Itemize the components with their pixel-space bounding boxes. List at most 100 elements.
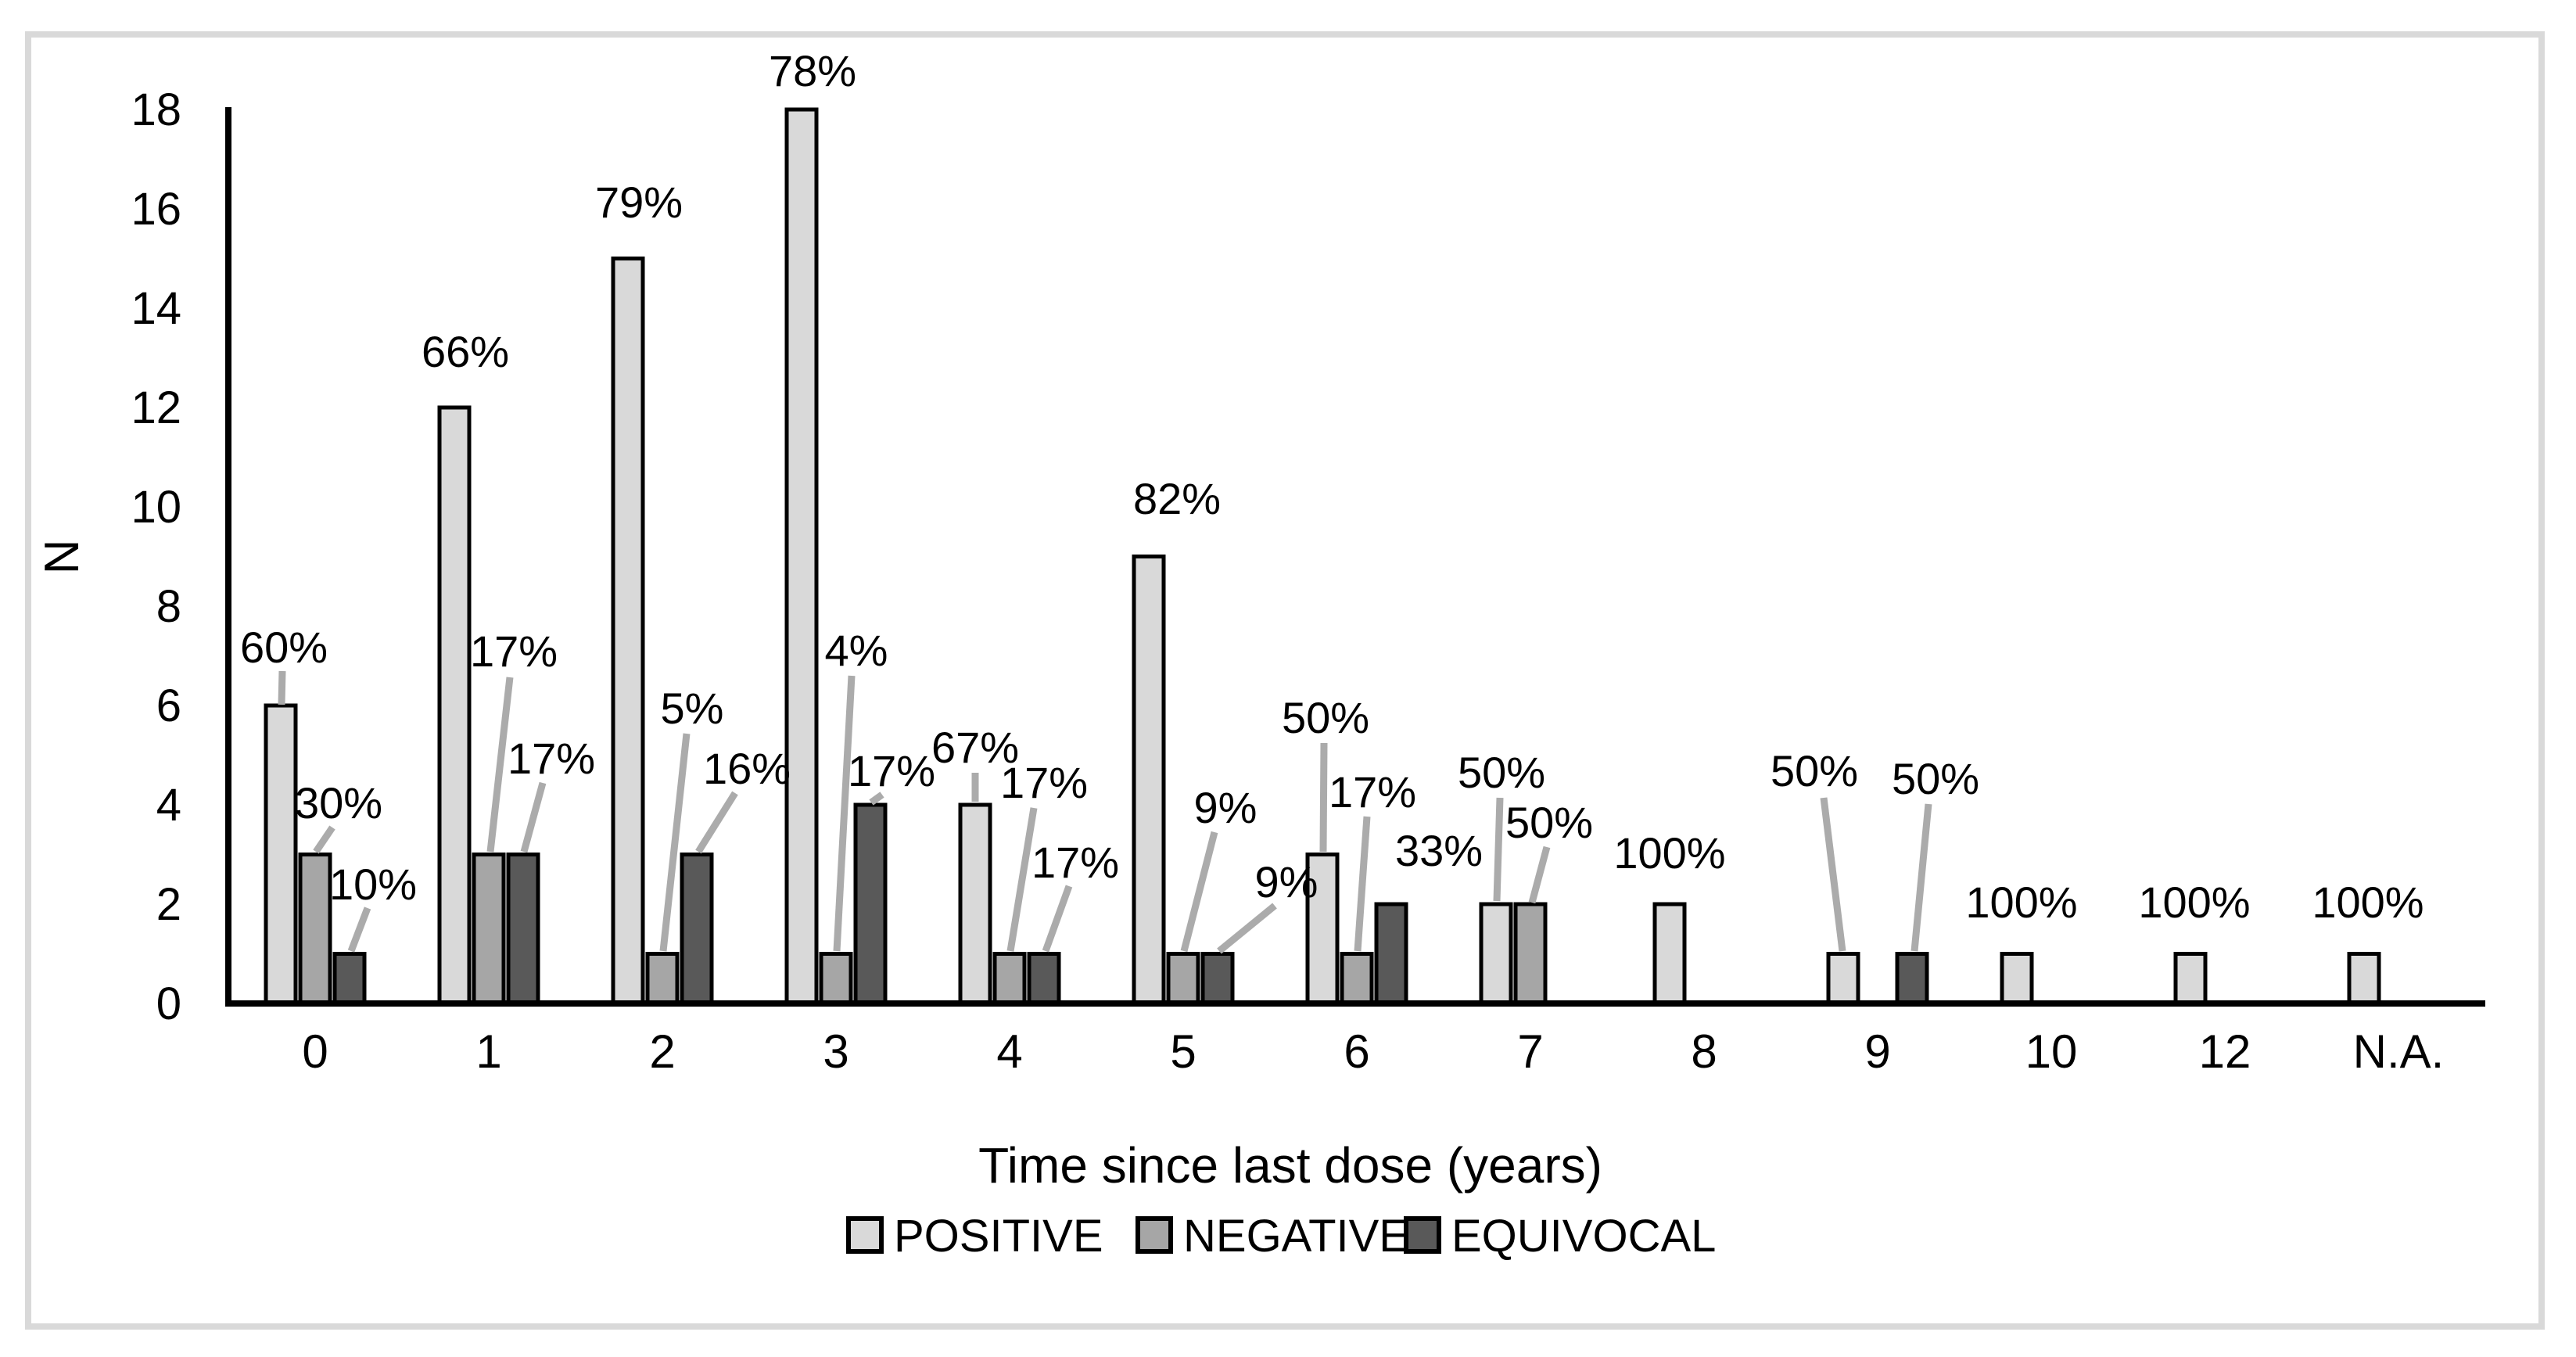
leader-line-equivocal-1 — [520, 781, 547, 853]
leader-line-positive-9 — [1820, 797, 1846, 952]
data-label-negative-2: 5% — [661, 684, 724, 733]
x-tick-label-0: 0 — [302, 1025, 328, 1078]
x-axis-title: Time since last dose (years) — [978, 1137, 1602, 1194]
legend-swatch-equivocal — [1404, 1216, 1441, 1254]
leader-line-equivocal-0 — [347, 906, 371, 953]
bar-negative-5 — [1166, 952, 1200, 1006]
y-tick-label-16: 16 — [131, 184, 181, 235]
data-label-positive-5: 82% — [1133, 474, 1221, 523]
bar-negative-3 — [819, 952, 853, 1006]
bar-positive-9 — [1826, 952, 1860, 1006]
bar-positive-3 — [784, 107, 819, 1006]
leader-line-equivocal-5 — [1217, 903, 1277, 954]
leader-line-negative-5 — [1180, 831, 1218, 953]
bar-negative-2 — [645, 952, 680, 1006]
leader-line-equivocal-2 — [695, 791, 738, 854]
legend-label-positive: POSITIVE — [894, 1211, 1103, 1262]
data-label-positive-8: 100% — [1613, 828, 1725, 878]
bar-positive-7 — [1479, 902, 1513, 1006]
bar-equivocal-4 — [1027, 952, 1061, 1006]
bar-equivocal-6 — [1374, 902, 1408, 1006]
leader-line-negative-7 — [1528, 845, 1551, 904]
x-tick-label-4: 4 — [996, 1025, 1022, 1078]
data-label-positive-4: 67% — [931, 723, 1019, 772]
leader-line-equivocal-3 — [869, 792, 884, 806]
data-label-equivocal-1: 17% — [508, 734, 595, 783]
y-tick-label-0: 0 — [156, 978, 181, 1029]
leader-line-equivocal-4 — [1042, 885, 1073, 953]
data-label-positive-1: 66% — [422, 327, 509, 376]
bar-negative-0 — [298, 853, 332, 1006]
bar-positive-2 — [611, 257, 645, 1006]
data-label-equivocal-2: 16% — [703, 744, 791, 793]
bar-equivocal-1 — [506, 853, 540, 1006]
data-label-equivocal-6: 33% — [1395, 826, 1483, 875]
data-label-positive-12: 100% — [2138, 878, 2250, 927]
y-tick-label-10: 10 — [131, 482, 181, 533]
legend-label-negative: NEGATIVE — [1183, 1211, 1409, 1262]
x-tick-label-3: 3 — [823, 1025, 849, 1078]
bar-positive-10 — [2000, 952, 2034, 1006]
legend-label-equivocal: EQUIVOCAL — [1451, 1211, 1716, 1262]
leader-line-negative-6 — [1354, 816, 1371, 952]
data-label-equivocal-9: 50% — [1892, 754, 1979, 803]
x-tick-label-10: 10 — [2025, 1025, 2078, 1078]
leader-line-negative-0 — [313, 825, 335, 854]
leader-line-negative-3 — [833, 675, 856, 952]
data-label-positive-9: 50% — [1771, 746, 1858, 795]
data-label-positive-10: 100% — [1965, 878, 2077, 927]
data-label-negative-1: 17% — [470, 626, 558, 676]
figure-border — [25, 31, 2545, 1330]
y-tick-label-4: 4 — [156, 780, 181, 831]
y-tick-label-18: 18 — [131, 84, 181, 135]
bar-equivocal-5 — [1200, 952, 1235, 1006]
x-tick-label-1: 1 — [475, 1025, 501, 1078]
bar-negative-6 — [1340, 952, 1374, 1006]
x-tick-label-12: 12 — [2199, 1025, 2251, 1078]
y-tick-label-8: 8 — [156, 581, 181, 632]
y-axis-title: N — [35, 540, 89, 575]
data-label-equivocal-4: 17% — [1031, 838, 1119, 887]
data-label-equivocal-0: 10% — [329, 860, 417, 909]
x-tick-label-8: 8 — [1691, 1025, 1717, 1078]
data-label-negative-4: 17% — [1000, 758, 1088, 807]
x-tick-label-2: 2 — [649, 1025, 675, 1078]
bar-equivocal-3 — [853, 802, 888, 1006]
data-label-positive-N.A.: 100% — [2312, 878, 2424, 927]
bar-equivocal-0 — [332, 952, 367, 1006]
legend-swatch-positive — [846, 1216, 884, 1254]
data-label-equivocal-3: 17% — [848, 746, 935, 795]
data-label-positive-2: 79% — [595, 178, 683, 227]
data-label-positive-7: 50% — [1458, 748, 1545, 797]
x-tick-label-9: 9 — [1864, 1025, 1890, 1078]
bar-positive-12 — [2173, 952, 2208, 1006]
x-tick-label-N.A.: N.A. — [2353, 1025, 2445, 1078]
leader-line-equivocal-9 — [1910, 803, 1932, 952]
leader-line-negative-2 — [659, 733, 691, 952]
leader-line-positive-6 — [1319, 742, 1328, 853]
bar-positive-8 — [1652, 902, 1687, 1006]
leader-line-positive-7 — [1493, 797, 1504, 902]
leader-line-negative-4 — [1006, 807, 1038, 952]
data-label-positive-0: 60% — [240, 623, 328, 672]
leader-line-negative-1 — [486, 677, 514, 853]
data-label-equivocal-5: 9% — [1255, 857, 1318, 906]
data-label-negative-3: 4% — [825, 626, 888, 675]
data-label-positive-6: 50% — [1282, 693, 1369, 742]
bar-positive-1 — [437, 405, 472, 1006]
bar-positive-N.A. — [2347, 952, 2381, 1006]
bar-equivocal-9 — [1895, 952, 1929, 1006]
bar-positive-0 — [264, 703, 298, 1006]
x-tick-label-6: 6 — [1344, 1025, 1369, 1078]
bar-negative-4 — [992, 952, 1027, 1006]
bar-positive-4 — [958, 802, 992, 1006]
y-tick-label-2: 2 — [156, 879, 181, 930]
x-tick-label-5: 5 — [1170, 1025, 1196, 1078]
y-tick-label-6: 6 — [156, 680, 181, 731]
bar-positive-5 — [1132, 555, 1166, 1006]
data-label-negative-7: 50% — [1505, 798, 1593, 847]
data-label-positive-3: 78% — [769, 46, 856, 95]
data-label-negative-0: 30% — [295, 778, 382, 827]
data-label-negative-5: 9% — [1194, 783, 1258, 832]
